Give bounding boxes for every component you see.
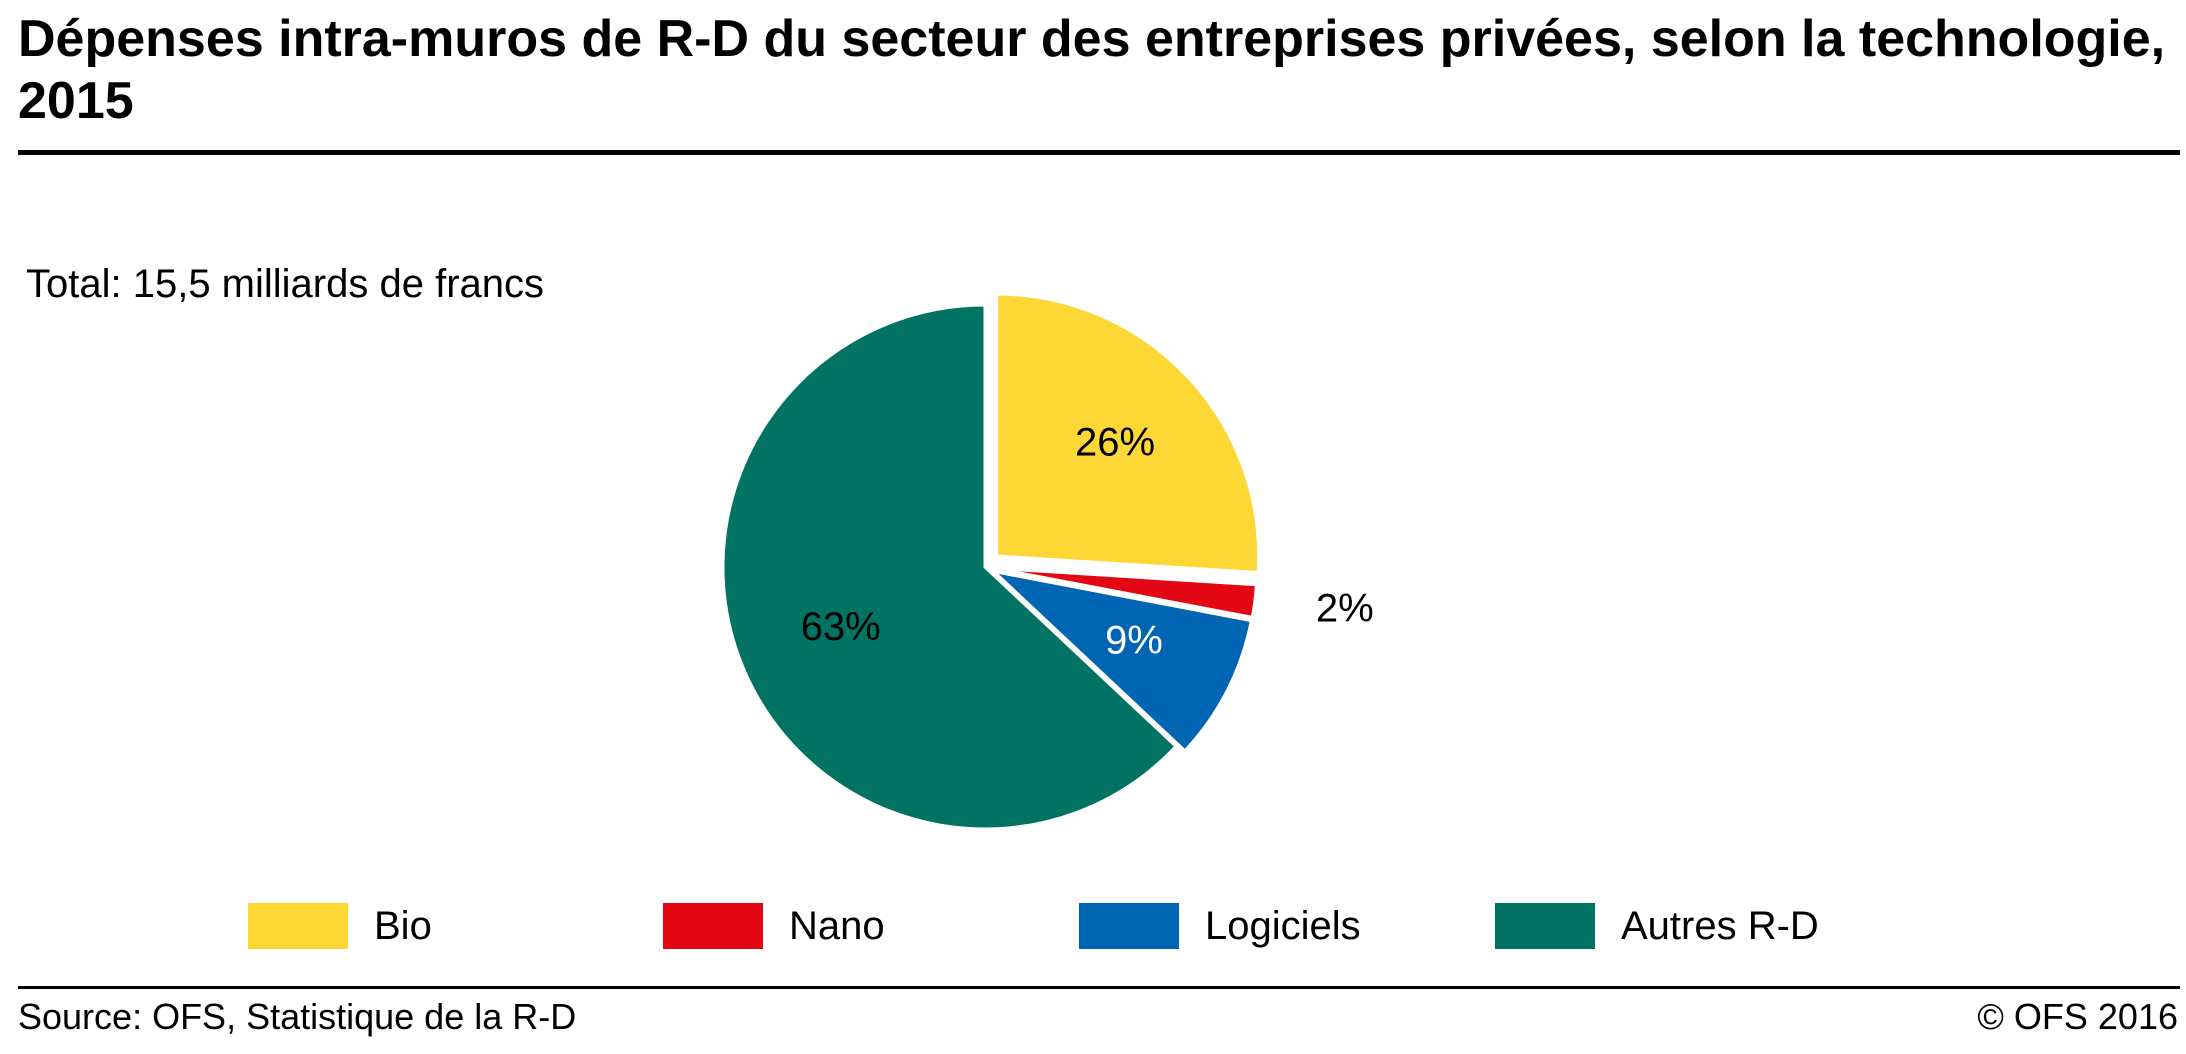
slice-label-bio: 26% (1075, 420, 1155, 464)
pie-slice-logiciels (989, 569, 1254, 754)
legend-swatch-autres (1495, 903, 1595, 949)
title-divider (18, 150, 2180, 155)
footer-divider (18, 986, 2180, 989)
legend-item-autres: Autres R-D (1495, 900, 1819, 952)
legend-swatch-nano (663, 903, 763, 949)
legend-label-bio: Bio (374, 904, 432, 948)
slice-label-logiciels: 9% (1105, 618, 1163, 662)
legend-label-logiciels: Logiciels (1205, 904, 1361, 948)
pie-slice-nano (994, 566, 1258, 620)
slice-label-nano: 2% (1316, 587, 1374, 631)
pie-slice-bio (995, 292, 1261, 575)
pie-slice-autres (721, 303, 1179, 831)
slice-label-autres: 63% (801, 605, 881, 649)
copyright-note: © OFS 2016 (1977, 996, 2178, 1037)
pie-slices (721, 292, 1261, 831)
legend-label-nano: Nano (789, 904, 885, 948)
legend-item-logiciels: Logiciels (1079, 900, 1361, 952)
legend-swatch-logiciels (1079, 903, 1179, 949)
legend-item-nano: Nano (663, 900, 885, 952)
source-note: Source: OFS, Statistique de la R-D (18, 996, 577, 1037)
pie-labels: 26% 2% 9% 63% (801, 420, 1374, 662)
chart-subtitle: Total: 15,5 milliards de francs (26, 262, 545, 306)
legend-swatch-bio (248, 903, 348, 949)
chart-title: Dépenses intra-muros de R-D du secteur d… (18, 10, 2166, 130)
legend-label-autres: Autres R-D (1621, 904, 1819, 948)
legend-item-bio: Bio (248, 900, 432, 952)
